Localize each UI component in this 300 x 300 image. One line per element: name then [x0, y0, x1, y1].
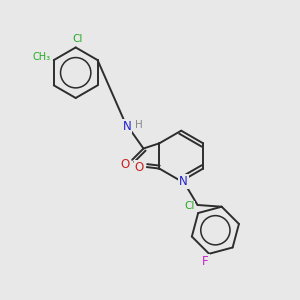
Text: O: O	[121, 158, 130, 171]
Text: Cl: Cl	[184, 202, 194, 212]
Text: O: O	[134, 160, 144, 174]
Text: H: H	[135, 120, 143, 130]
Text: Cl: Cl	[72, 34, 83, 44]
Text: N: N	[179, 175, 188, 188]
Text: N: N	[122, 120, 131, 133]
Text: CH₃: CH₃	[32, 52, 50, 61]
Text: F: F	[202, 255, 209, 268]
